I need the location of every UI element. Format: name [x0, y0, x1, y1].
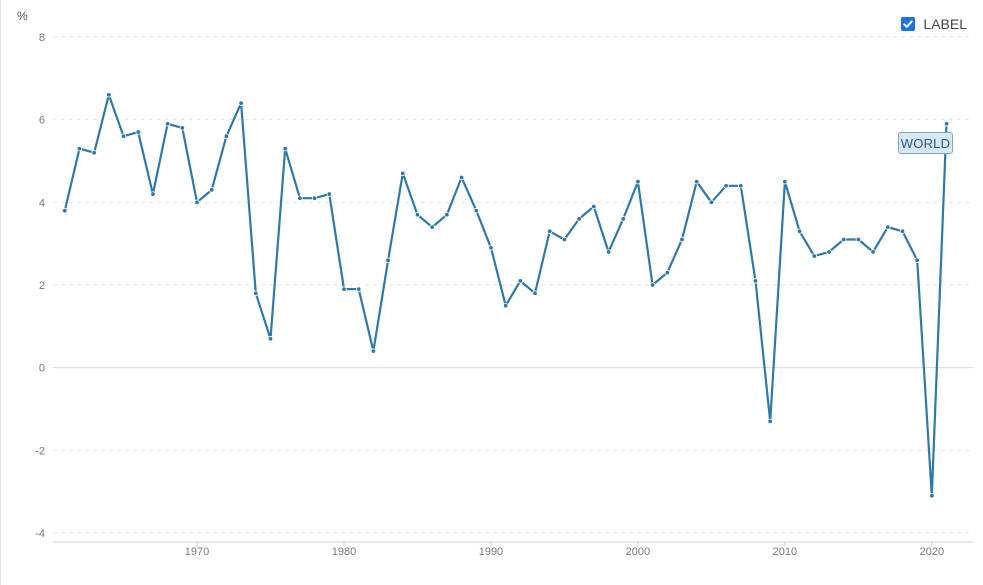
- y-tick-label: 6: [39, 115, 45, 127]
- x-tick-label: 1980: [332, 546, 356, 558]
- data-point-2015[interactable]: [855, 236, 862, 243]
- data-point-2017[interactable]: [885, 224, 891, 230]
- data-point-2010[interactable]: [782, 178, 788, 185]
- data-point-2009[interactable]: [767, 418, 773, 425]
- data-point-2001[interactable]: [649, 282, 656, 288]
- y-tick-label: -2: [35, 445, 45, 457]
- data-point-1995[interactable]: [561, 236, 568, 243]
- data-point-1974[interactable]: [253, 290, 259, 296]
- data-point-1996[interactable]: [576, 216, 582, 222]
- data-point-2021[interactable]: [943, 121, 950, 127]
- series-world: [62, 92, 950, 499]
- data-point-1969[interactable]: [179, 125, 186, 131]
- x-tick-label: 1990: [479, 546, 503, 558]
- y-tick-label: -4: [35, 528, 45, 540]
- x-tick-label: 2000: [626, 546, 650, 558]
- data-point-1978[interactable]: [311, 195, 318, 201]
- data-point-1964[interactable]: [106, 92, 112, 98]
- data-point-1977[interactable]: [297, 195, 303, 201]
- data-point-2020[interactable]: [929, 493, 935, 499]
- data-point-2014[interactable]: [840, 236, 847, 243]
- series-line-world: [63, 93, 948, 497]
- series-end-label: WORLD: [898, 132, 953, 154]
- data-point-1976[interactable]: [282, 145, 288, 152]
- data-point-2006[interactable]: [723, 183, 729, 189]
- data-point-1994[interactable]: [547, 228, 553, 234]
- legend-toggle[interactable]: LABEL: [901, 16, 967, 32]
- data-point-2005[interactable]: [708, 199, 715, 206]
- data-point-1997[interactable]: [591, 203, 597, 210]
- x-tick-label: 2010: [773, 546, 797, 558]
- data-point-1962[interactable]: [76, 145, 83, 152]
- data-point-1965[interactable]: [120, 133, 127, 139]
- data-point-2003[interactable]: [679, 236, 685, 243]
- data-point-1992[interactable]: [517, 278, 524, 284]
- y-axis-unit-label: %: [17, 9, 28, 23]
- data-point-1998[interactable]: [605, 249, 612, 255]
- y-tick-label: 8: [39, 32, 45, 44]
- y-tick-label: 2: [39, 280, 45, 292]
- data-point-1986[interactable]: [429, 224, 435, 230]
- data-point-2012[interactable]: [811, 253, 817, 259]
- data-point-2000[interactable]: [635, 178, 641, 185]
- data-point-2019[interactable]: [914, 257, 920, 263]
- data-point-1971[interactable]: [209, 187, 215, 193]
- data-point-1975[interactable]: [267, 336, 274, 342]
- legend-label: LABEL: [923, 16, 967, 32]
- data-point-1983[interactable]: [385, 257, 391, 263]
- data-point-1999[interactable]: [620, 216, 626, 222]
- data-point-2007[interactable]: [738, 183, 744, 189]
- grid-lines: [53, 36, 973, 534]
- data-point-2002[interactable]: [664, 269, 671, 276]
- checkbox-checked-icon[interactable]: [901, 17, 916, 31]
- data-point-1966[interactable]: [135, 129, 141, 135]
- data-point-2008[interactable]: [752, 278, 759, 284]
- data-point-1980[interactable]: [341, 286, 347, 292]
- data-point-1982[interactable]: [370, 348, 377, 354]
- data-point-1987[interactable]: [444, 212, 450, 218]
- data-point-1985[interactable]: [414, 212, 421, 218]
- data-point-2016[interactable]: [870, 249, 876, 255]
- x-tick-label: 2020: [920, 546, 944, 558]
- y-tick-label: 0: [39, 363, 45, 375]
- data-point-1961[interactable]: [62, 207, 68, 214]
- data-point-1991[interactable]: [502, 302, 509, 309]
- data-point-2011[interactable]: [796, 228, 803, 234]
- data-point-1990[interactable]: [488, 245, 494, 251]
- data-point-1989[interactable]: [473, 207, 479, 214]
- data-point-1973[interactable]: [238, 100, 244, 106]
- data-point-2018[interactable]: [899, 228, 906, 234]
- data-point-1981[interactable]: [355, 286, 362, 292]
- data-point-2013[interactable]: [826, 249, 832, 255]
- data-point-1963[interactable]: [91, 150, 97, 156]
- data-point-1972[interactable]: [223, 133, 230, 139]
- data-point-1970[interactable]: [194, 199, 200, 206]
- data-point-1988[interactable]: [458, 174, 465, 181]
- y-tick-label: 4: [39, 197, 45, 209]
- data-point-2004[interactable]: [694, 178, 700, 185]
- data-point-1968[interactable]: [164, 121, 171, 127]
- data-point-1993[interactable]: [532, 290, 538, 296]
- data-point-1967[interactable]: [150, 191, 156, 197]
- axes: -4 -2 0 2 4 6 8 1970 1980 1990 2000 2010 2020: [35, 32, 973, 558]
- x-tick-label: 1970: [185, 546, 209, 558]
- data-point-1984[interactable]: [400, 170, 406, 177]
- data-point-1979[interactable]: [326, 191, 332, 197]
